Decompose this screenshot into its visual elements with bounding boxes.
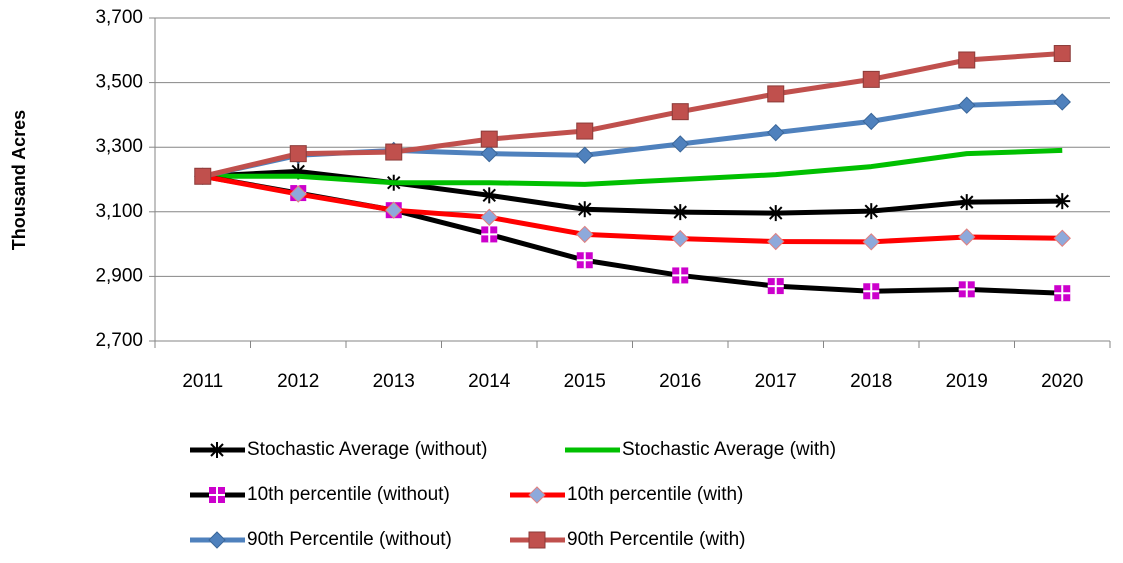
- marker: [528, 531, 546, 549]
- marker: [576, 122, 594, 140]
- marker-stroke: [960, 195, 974, 209]
- marker: [862, 112, 880, 131]
- marker-stroke: [210, 443, 224, 457]
- marker: [958, 228, 976, 246]
- marker: [480, 144, 498, 163]
- marker: [576, 201, 593, 218]
- marker: [194, 167, 212, 185]
- legend-label: 90th Percentile (without): [247, 529, 452, 550]
- legend-label: 90th Percentile (with): [567, 529, 745, 550]
- legend-label: 10th percentile (with): [567, 484, 743, 505]
- marker: [480, 130, 498, 148]
- x-tick-label: 2018: [850, 371, 892, 392]
- x-tick-label: 2016: [659, 371, 701, 392]
- marker: [767, 123, 785, 142]
- marker: [480, 208, 498, 226]
- marker: [958, 51, 976, 69]
- series-line: [202, 99, 1063, 179]
- x-tick-label: 2020: [1041, 371, 1083, 392]
- legend-label: Stochastic Average (with): [622, 439, 836, 460]
- marker: [1053, 93, 1071, 111]
- series-line: [202, 147, 1063, 187]
- series-line: [202, 51, 1063, 179]
- y-tick-label: 3,500: [95, 72, 143, 93]
- marker: [576, 146, 594, 164]
- marker: [862, 233, 880, 251]
- x-tick-label: 2014: [468, 371, 511, 392]
- marker: [481, 187, 498, 204]
- marker: [289, 145, 307, 163]
- marker-cross: [863, 283, 880, 300]
- marker: [209, 442, 225, 458]
- marker: [671, 103, 689, 121]
- y-tick-label: 3,100: [95, 201, 143, 222]
- marker: [863, 203, 880, 220]
- marker: [671, 135, 689, 153]
- marker-stroke: [482, 188, 496, 203]
- y-tick-label: 3,700: [95, 7, 143, 28]
- marker: [385, 201, 403, 219]
- marker: [1053, 45, 1071, 63]
- marker: [767, 205, 784, 222]
- marker-stroke: [578, 202, 592, 216]
- marker-stroke: [769, 206, 783, 220]
- marker-cross: [672, 267, 689, 284]
- marker: [208, 531, 226, 549]
- marker-cross: [958, 281, 975, 298]
- x-tick-label: 2012: [277, 371, 319, 392]
- marker: [958, 194, 975, 211]
- marker-cross: [1054, 285, 1071, 302]
- x-tick-label: 2013: [373, 371, 415, 392]
- marker: [528, 486, 546, 504]
- y-tick-label: 3,300: [95, 136, 143, 157]
- marker: [576, 225, 594, 244]
- marker-cross: [209, 487, 225, 503]
- y-axis-label: Thousand Acres: [9, 110, 29, 250]
- marker: [672, 204, 689, 221]
- marker: [958, 96, 976, 114]
- marker-cross: [767, 278, 784, 295]
- x-tick-label: 2019: [946, 371, 988, 392]
- marker: [1053, 229, 1071, 247]
- x-tick-label: 2015: [564, 371, 606, 392]
- marker: [289, 185, 307, 203]
- marker: [767, 232, 785, 251]
- marker: [862, 70, 880, 88]
- marker-stroke: [864, 204, 878, 218]
- y-tick-label: 2,700: [95, 330, 143, 351]
- legend-label: Stochastic Average (without): [247, 439, 487, 460]
- legend-label: 10th percentile (without): [247, 484, 450, 505]
- marker: [1054, 193, 1071, 210]
- marker: [671, 229, 689, 248]
- marker: [385, 143, 403, 161]
- x-tick-label: 2011: [182, 371, 223, 392]
- x-tick-label: 2017: [755, 371, 797, 392]
- marker-cross: [576, 252, 593, 269]
- marker-stroke: [673, 205, 687, 219]
- marker-cross: [481, 226, 498, 243]
- y-tick-label: 2,900: [95, 265, 143, 286]
- series-line: [202, 173, 1063, 245]
- marker-stroke: [1055, 194, 1069, 208]
- marker: [767, 85, 785, 103]
